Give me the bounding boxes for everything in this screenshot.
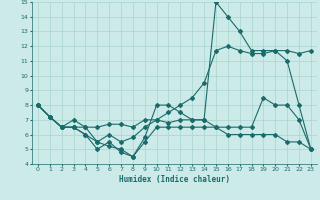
X-axis label: Humidex (Indice chaleur): Humidex (Indice chaleur) xyxy=(119,175,230,184)
